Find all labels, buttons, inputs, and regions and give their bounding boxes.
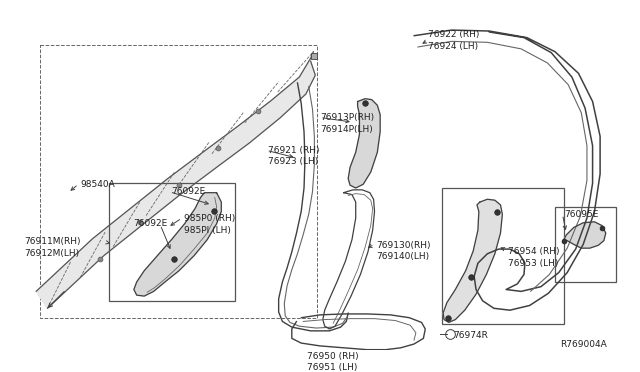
Text: 76095E: 76095E (564, 209, 599, 219)
Text: 76913P(RH)
76914P(LH): 76913P(RH) 76914P(LH) (320, 113, 374, 134)
Text: 769130(RH)
769140(LH): 769130(RH) 769140(LH) (376, 241, 431, 262)
Text: 76954 (RH)
76953 (LH): 76954 (RH) 76953 (LH) (508, 247, 559, 268)
Text: 76921 (RH)
76923 (LH): 76921 (RH) 76923 (LH) (268, 146, 320, 167)
Text: 76092E: 76092E (172, 187, 205, 196)
Text: 76092E: 76092E (133, 219, 167, 228)
Text: 76950 (RH)
76951 (LH): 76950 (RH) 76951 (LH) (307, 352, 358, 372)
Polygon shape (563, 222, 605, 248)
Bar (555, 207, 616, 282)
Polygon shape (134, 193, 221, 296)
Text: 76922 (RH)
76924 (LH): 76922 (RH) 76924 (LH) (428, 30, 479, 51)
Bar (40, 45, 317, 318)
Bar (109, 183, 236, 301)
Text: 985P0 (RH)
985PI (LH): 985P0 (RH) 985PI (LH) (184, 214, 235, 235)
Polygon shape (348, 99, 380, 188)
Polygon shape (443, 199, 502, 323)
Text: 76974R: 76974R (454, 331, 488, 340)
Bar (442, 188, 564, 324)
Text: R769004A: R769004A (560, 340, 607, 349)
Polygon shape (36, 52, 316, 308)
Text: 76911M(RH)
76912M(LH): 76911M(RH) 76912M(LH) (24, 237, 81, 258)
Text: 98540A: 98540A (80, 180, 115, 189)
